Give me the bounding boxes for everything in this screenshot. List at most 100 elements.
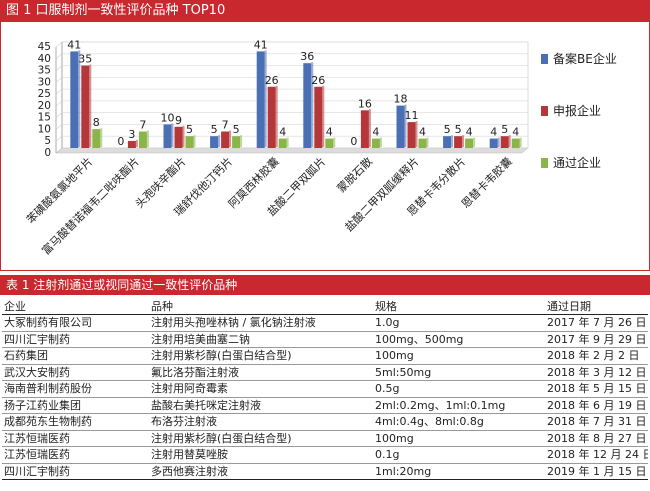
bar-side — [322, 85, 325, 147]
bar-side — [240, 135, 243, 147]
bar — [418, 138, 427, 148]
table-row: 扬子江药业集团 盐酸右美托咪定注射液 2ml:0.2mg、1ml:0.1mg 2018… — [2, 397, 648, 414]
bar-side — [229, 130, 232, 147]
data-label: 4 — [419, 126, 426, 139]
cell-spec: 5ml:50mg — [373, 364, 545, 381]
cell-spec: 100mg、500mg — [373, 331, 545, 348]
bar-side — [473, 137, 476, 147]
bar — [70, 51, 79, 148]
cell-company: 大冢制药有限公司 — [2, 314, 149, 332]
cell-product: 多西他赛注射液 — [149, 463, 373, 480]
bar — [174, 126, 183, 148]
cell-product: 注射用培美曲塞二钠 — [149, 331, 373, 348]
data-label: 35 — [78, 53, 92, 66]
data-label: 41 — [67, 38, 81, 51]
legend-label: 通过企业 — [553, 155, 601, 170]
bar-side — [264, 50, 267, 147]
bar-side — [415, 121, 418, 147]
bar — [232, 136, 241, 148]
legend-label: 备案BE企业 — [553, 51, 617, 66]
legend-swatch — [541, 158, 548, 168]
bar-side — [275, 85, 278, 147]
plot-area — [61, 41, 529, 149]
y-tick-label: 25 — [38, 88, 51, 100]
cell-spec: 0.5g — [373, 380, 545, 398]
bar — [396, 105, 405, 148]
bar — [360, 110, 369, 148]
table-row: 海南普利制药股份 注射用阿奇霉素 0.5g 2018 年 5 月 15 日 — [2, 380, 648, 398]
bar-side — [89, 64, 92, 147]
data-label: 4 — [466, 126, 473, 139]
data-label: 0 — [117, 135, 124, 148]
bar-side — [182, 125, 185, 147]
cell-product: 注射用头孢唑林钠 / 氯化钠注射液 — [149, 314, 373, 332]
y-tick-label: 40 — [38, 53, 51, 65]
data-label: 11 — [405, 109, 419, 122]
bar — [278, 138, 287, 148]
cell-company: 成都苑东生物制药 — [2, 413, 149, 431]
bar-side — [497, 137, 500, 147]
bar-side — [426, 137, 429, 147]
legend-label: 申报企业 — [553, 103, 601, 118]
header-company: 企业 — [2, 298, 149, 315]
bar — [267, 86, 276, 148]
approval-table: 企业 品种 规格 通过日期 大冢制药有限公司 注射用头孢唑林钠 / 氯化钠注射液 1… — [2, 298, 648, 480]
data-label: 26 — [265, 74, 279, 87]
figure-title-bar — [0, 0, 650, 22]
bar — [127, 140, 136, 148]
data-label: 5 — [444, 123, 451, 136]
bar-side — [135, 139, 138, 147]
cell-product: 注射用紫杉醇(白蛋白结合型) — [149, 347, 373, 365]
bar-side — [404, 104, 407, 147]
bar — [500, 136, 509, 148]
bar — [81, 65, 90, 148]
cell-company: 海南普利制药股份 — [2, 380, 149, 398]
y-tick-label: 20 — [38, 100, 51, 112]
bar — [185, 136, 194, 148]
cell-product: 盐酸右美托咪定注射液 — [149, 397, 373, 414]
bar — [163, 124, 172, 148]
cell-company: 江苏恒瑞医药 — [2, 446, 149, 464]
gridline-side — [55, 136, 63, 142]
table-header-row: 企业 品种 规格 通过日期 — [2, 298, 648, 315]
table-row: 武汉大安制药 氟比洛芬酯注射液 5ml:50mg 2018 年 3 月 12 日 — [2, 364, 648, 381]
bar-side — [519, 137, 522, 147]
y-tick-label: 5 — [44, 135, 51, 147]
chart-floor — [55, 147, 529, 154]
cell-date: 2018 年 8 月 27 日 — [545, 430, 648, 447]
cell-date: 2018 年 6 月 19 日 — [545, 397, 648, 414]
bar-side — [333, 137, 336, 147]
cell-product: 注射用替莫唑胺 — [149, 446, 373, 464]
cell-product: 注射用阿奇霉素 — [149, 380, 373, 398]
data-label: 7 — [139, 119, 146, 132]
bar — [210, 136, 219, 148]
header-date: 通过日期 — [545, 298, 648, 315]
data-label: 26 — [311, 74, 325, 87]
bar — [489, 138, 498, 148]
table-row: 江苏恒瑞医药 注射用替莫唑胺 0.1g 2018 年 12 月 24 日 — [2, 446, 648, 464]
gridline-side — [55, 100, 63, 107]
legend-swatch — [541, 54, 548, 64]
bar-side — [311, 62, 314, 148]
gridline-side — [55, 124, 63, 130]
cell-company: 扬子江药业集团 — [2, 397, 149, 414]
bar-side — [368, 109, 371, 147]
data-label: 18 — [394, 93, 408, 106]
data-label: 4 — [512, 126, 519, 139]
cell-company: 四川汇宇制药 — [2, 331, 149, 348]
cell-company: 武汉大安制药 — [2, 364, 149, 381]
data-label: 10 — [161, 111, 175, 124]
cell-date: 2018 年 12 月 24 日 — [545, 446, 648, 464]
cell-company: 石药集团 — [2, 347, 149, 365]
y-tick-label: 30 — [38, 76, 51, 88]
data-label: 5 — [186, 123, 193, 136]
cell-product: 氟比洛芬酯注射液 — [149, 364, 373, 381]
data-label: 5 — [233, 123, 240, 136]
data-label: 41 — [254, 38, 268, 51]
bar — [138, 131, 147, 148]
data-label: 36 — [300, 50, 314, 63]
data-label: 5 — [455, 123, 462, 136]
data-label: 4 — [372, 126, 379, 139]
data-label: 9 — [175, 114, 182, 127]
cell-product: 布洛芬注射液 — [149, 413, 373, 431]
